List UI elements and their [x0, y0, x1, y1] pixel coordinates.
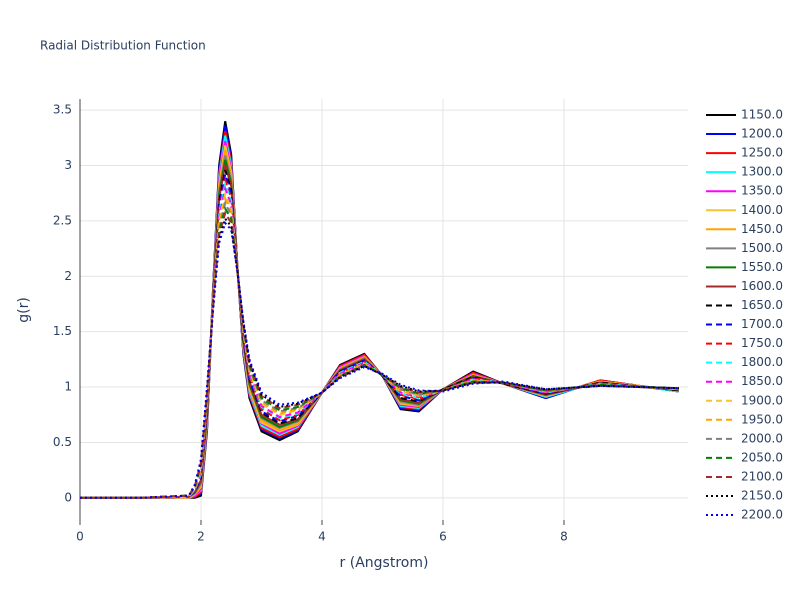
line-series: [80, 149, 680, 499]
x-axis-label: r (Angstrom): [340, 555, 429, 571]
line-series: [80, 174, 679, 499]
legend-item: 1800.0: [706, 355, 783, 369]
legend-item: 1450.0: [706, 222, 783, 236]
legend-label: 1900.0: [741, 393, 783, 407]
line-series: [80, 180, 679, 499]
legend-label: 1150.0: [741, 108, 783, 122]
legend-label: 1600.0: [741, 279, 783, 293]
y-tick-label: 0: [64, 490, 72, 504]
legend-item: 1850.0: [706, 374, 783, 388]
legend-label: 1550.0: [741, 260, 783, 274]
chart-title: Radial Distribution Function: [40, 39, 206, 53]
x-tick-label: 8: [560, 530, 568, 544]
x-tick-label: 0: [76, 530, 84, 544]
line-series: [80, 221, 679, 499]
legend-item: 1350.0: [706, 184, 783, 198]
legend-item: 2100.0: [706, 469, 783, 483]
legend-item: 2200.0: [706, 508, 783, 522]
legend-item: 1750.0: [706, 336, 783, 350]
legend-item: 1900.0: [706, 393, 783, 407]
line-series: [80, 159, 679, 499]
legend-label: 1250.0: [741, 146, 783, 160]
legend-item: 2000.0: [706, 431, 783, 445]
y-tick-label: 1.5: [53, 324, 72, 338]
line-series: [80, 121, 680, 499]
legend-item: 2050.0: [706, 450, 783, 464]
line-series: [80, 176, 679, 499]
legend-label: 1500.0: [741, 241, 783, 255]
line-series: [80, 169, 679, 499]
y-tick-label: 2.5: [53, 213, 72, 227]
legend-label: 1800.0: [741, 355, 783, 369]
line-series: [80, 195, 679, 499]
legend-label: 1300.0: [741, 165, 783, 179]
legend-label: 1200.0: [741, 127, 783, 141]
legend-item: 1150.0: [706, 108, 783, 122]
y-tick-label: 0.5: [53, 435, 72, 449]
legend-item: 1550.0: [706, 260, 783, 274]
x-tick-label: 6: [439, 530, 447, 544]
line-series: [80, 164, 679, 499]
legend-label: 2000.0: [741, 431, 783, 445]
y-tick-label: 3.5: [53, 103, 72, 117]
legend-item: 2150.0: [706, 489, 783, 503]
legend-label: 2200.0: [741, 508, 783, 522]
legend-item: 1250.0: [706, 146, 783, 160]
line-series: [80, 191, 679, 499]
line-series: [80, 216, 679, 499]
legend-item: 1700.0: [706, 317, 783, 331]
legend-label: 2100.0: [741, 469, 783, 483]
line-series: [80, 145, 680, 499]
y-axis-label: g(r): [16, 297, 32, 323]
y-tick-label: 2: [64, 269, 72, 283]
y-tick-label: 1: [64, 380, 72, 394]
line-series: [80, 210, 679, 499]
legend-label: 1750.0: [741, 336, 783, 350]
x-tick-label: 2: [197, 530, 205, 544]
legend-label: 2050.0: [741, 450, 783, 464]
legend-item: 1600.0: [706, 279, 783, 293]
legend-label: 2150.0: [741, 489, 783, 503]
legend-label: 1950.0: [741, 412, 783, 426]
line-series: [80, 155, 679, 499]
legend-label: 1700.0: [741, 317, 783, 331]
line-series: [80, 135, 680, 499]
legend-item: 1200.0: [706, 127, 783, 141]
legend-item: 1650.0: [706, 298, 783, 312]
legend-label: 1400.0: [741, 203, 783, 217]
x-tick-label: 4: [318, 530, 326, 544]
line-series: [80, 206, 679, 499]
legend-item: 1400.0: [706, 203, 783, 217]
legend-item: 1500.0: [706, 241, 783, 255]
legend-item: 1950.0: [706, 412, 783, 426]
line-series: [80, 200, 679, 499]
legend-item: 1300.0: [706, 165, 783, 179]
legend-label: 1450.0: [741, 222, 783, 236]
line-series: [80, 185, 679, 499]
legend-label: 1850.0: [741, 374, 783, 388]
legend-label: 1350.0: [741, 184, 783, 198]
line-series: [80, 140, 680, 499]
legend-label: 1650.0: [741, 298, 783, 312]
y-tick-label: 3: [64, 158, 72, 172]
